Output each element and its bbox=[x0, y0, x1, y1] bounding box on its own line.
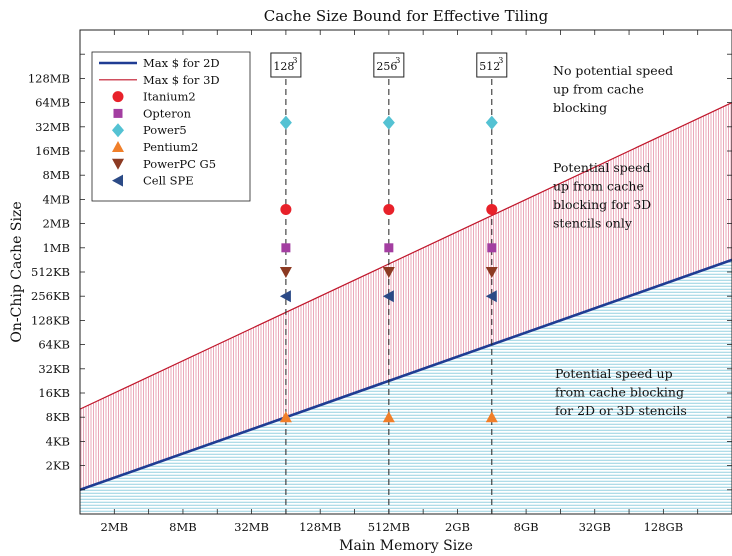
marker-itanium2 bbox=[280, 203, 292, 215]
marker-pentium2 bbox=[485, 411, 498, 423]
x-tick-labels: 2MB 8MB 32MB 128MB 512MB 2GB 8GB 32GB 128GB bbox=[101, 520, 684, 534]
legend-swatch-power5 bbox=[112, 123, 124, 138]
cpu-markers-layer bbox=[279, 115, 498, 423]
x-tick-label: 128GB bbox=[644, 520, 684, 534]
problem-size-exponent: 3 bbox=[395, 56, 400, 65]
problem-size-label: 256 bbox=[376, 60, 397, 73]
region-label-2d-3d: Potential speed up from cache blocking for… bbox=[555, 366, 687, 418]
bound-lines-layer bbox=[80, 102, 732, 492]
legend-swatch-powerpc-g5 bbox=[112, 158, 124, 170]
y-tick-label: 128KB bbox=[31, 313, 70, 327]
y-tick-label: 512KB bbox=[31, 265, 70, 279]
region-label-3d-only: Potential speed up from cache blocking for… bbox=[553, 160, 651, 231]
marker-opteron bbox=[487, 243, 497, 253]
y-tick-label: 4KB bbox=[46, 434, 70, 448]
line-max-3d bbox=[80, 102, 732, 410]
problem-size-label: 512 bbox=[479, 60, 500, 73]
x-tick-label: 8MB bbox=[169, 520, 197, 534]
marker-cell-spe bbox=[485, 290, 497, 303]
region-2d-3d bbox=[80, 259, 732, 514]
marker-powerpc-g5 bbox=[279, 267, 292, 278]
problem-size-box bbox=[373, 52, 405, 78]
y-tick-label: 2KB bbox=[46, 459, 70, 473]
legend-label-power5: Power5 bbox=[143, 123, 187, 137]
marker-power5 bbox=[485, 115, 498, 130]
y-tick-label: 128MB bbox=[28, 71, 70, 85]
marker-power5 bbox=[382, 115, 395, 130]
y-tick-label: 2MB bbox=[42, 217, 70, 231]
problem-size-exponent: 3 bbox=[292, 56, 297, 65]
y-tick-label: 16MB bbox=[35, 144, 70, 158]
marker-itanium2 bbox=[486, 203, 498, 215]
marker-itanium2 bbox=[383, 203, 395, 215]
x-tick-label: 2MB bbox=[101, 520, 129, 534]
marker-opteron bbox=[384, 243, 394, 253]
legend-label-max-max-for-3d: Max $ for 3D bbox=[143, 73, 220, 87]
axis-ticks-layer bbox=[80, 30, 732, 514]
y-tick-label: 1MB bbox=[42, 241, 70, 255]
legend-label-pentium2: Pentium2 bbox=[143, 140, 198, 154]
regions-layer bbox=[80, 102, 732, 514]
marker-cell-spe bbox=[279, 290, 291, 303]
y-tick-label: 16KB bbox=[38, 386, 70, 400]
x-tick-label: 128MB bbox=[299, 520, 341, 534]
region-annotations: No potential speed up from cache blocking P… bbox=[553, 63, 687, 418]
chart-title: Cache Size Bound for Effective Tiling bbox=[264, 7, 549, 25]
region-3d-only bbox=[80, 102, 732, 490]
legend-label-max-max-for-2d: Max $ for 2D bbox=[143, 56, 220, 70]
legend-swatch-itanium2 bbox=[112, 91, 124, 103]
y-tick-label: 256KB bbox=[31, 289, 70, 303]
x-axis-title: Main Memory Size bbox=[339, 538, 473, 554]
y-tick-label: 32MB bbox=[35, 120, 70, 134]
marker-opteron bbox=[281, 243, 291, 253]
marker-pentium2 bbox=[382, 411, 395, 423]
problem-size-label: 128 bbox=[273, 60, 294, 73]
legend-swatch-opteron bbox=[113, 108, 123, 118]
y-tick-labels: 2KB 4KB 8KB 16KB 32KB 64KB 128KB 256KB 512KB 1MB 2… bbox=[28, 71, 70, 472]
legend: Max $ for 2D Max $ for 3D Itanium2 Opteron P… bbox=[91, 51, 251, 202]
marker-powerpc-g5 bbox=[485, 267, 498, 278]
legend-swatch-cell-spe bbox=[112, 174, 123, 187]
region-label-no-speedup: No potential speed up from cache blocking bbox=[553, 63, 673, 115]
y-axis-title: On-Chip Cache Size bbox=[9, 201, 25, 342]
legend-label-cell-spe: Cell SPE bbox=[143, 174, 194, 188]
y-tick-label: 8MB bbox=[42, 168, 70, 182]
legend-label-powerpc-g5: PowerPC G5 bbox=[143, 157, 216, 171]
marker-power5 bbox=[279, 115, 292, 130]
x-tick-label: 32GB bbox=[579, 520, 611, 534]
marker-powerpc-g5 bbox=[382, 267, 395, 278]
legend-label-opteron: Opteron bbox=[143, 106, 192, 120]
problem-size-exponent: 3 bbox=[498, 56, 503, 65]
y-tick-label: 4MB bbox=[42, 192, 70, 206]
legend-swatch-pentium2 bbox=[112, 141, 124, 152]
marker-pentium2 bbox=[279, 411, 292, 423]
y-tick-label: 8KB bbox=[46, 410, 70, 424]
problem-size-box bbox=[476, 52, 508, 78]
x-tick-label: 8GB bbox=[514, 520, 539, 534]
line-max-2d bbox=[80, 258, 732, 492]
problem-size-box bbox=[270, 52, 302, 78]
y-tick-label: 64KB bbox=[38, 338, 70, 352]
x-tick-label: 512MB bbox=[368, 520, 410, 534]
y-tick-label: 64MB bbox=[35, 96, 70, 110]
x-tick-label: 32MB bbox=[234, 520, 269, 534]
marker-cell-spe bbox=[382, 290, 394, 303]
y-tick-label: 32KB bbox=[38, 362, 70, 376]
legend-label-itanium2: Itanium2 bbox=[143, 90, 196, 104]
x-tick-label: 2GB bbox=[445, 520, 470, 534]
